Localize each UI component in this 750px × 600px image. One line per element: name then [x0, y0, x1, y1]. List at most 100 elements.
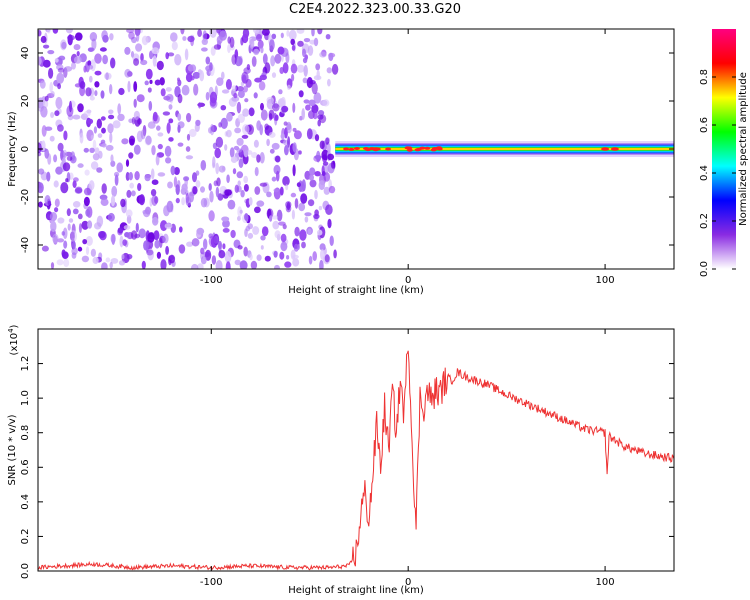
noise-blob	[292, 258, 300, 267]
noise-blob	[197, 29, 203, 37]
noise-blob	[110, 154, 114, 163]
noise-blob	[286, 123, 292, 134]
noise-blob	[181, 197, 186, 206]
noise-blob	[243, 246, 248, 257]
noise-blob	[326, 67, 332, 74]
noise-blob	[192, 172, 197, 183]
signal-hotspot	[601, 147, 610, 151]
noise-blob	[38, 142, 42, 154]
noise-blob	[96, 118, 103, 129]
noise-blob	[71, 62, 76, 70]
noise-blob	[221, 216, 230, 222]
noise-blob	[63, 130, 68, 141]
noise-blob	[105, 257, 111, 263]
noise-blob	[52, 233, 59, 244]
noise-blob	[275, 170, 280, 182]
noise-blob	[208, 210, 215, 222]
y-tick-label: -40	[20, 237, 31, 253]
noise-blob	[107, 123, 114, 134]
noise-blob	[69, 100, 72, 113]
noise-blob	[220, 117, 228, 129]
noise-blob	[262, 53, 268, 65]
noise-blob	[173, 167, 180, 175]
noise-blob	[46, 171, 51, 182]
signal-hotspot	[406, 146, 413, 150]
noise-blob	[258, 81, 266, 91]
noise-blob	[61, 251, 69, 259]
snr-frame	[37, 328, 675, 572]
noise-blob	[180, 29, 185, 35]
noise-blob	[170, 165, 176, 176]
noise-blob	[62, 227, 68, 240]
noise-blob	[168, 137, 174, 142]
noise-blob	[270, 55, 276, 67]
noise-blob	[72, 201, 81, 208]
noise-blob	[209, 123, 215, 136]
noise-blob	[153, 230, 160, 241]
x-tick-label: 100	[596, 577, 615, 588]
noise-blob	[261, 226, 269, 237]
noise-blob	[314, 189, 318, 200]
noise-blob	[285, 52, 290, 64]
x-tick-label: -100	[200, 577, 223, 588]
y-tick-label: 20	[20, 95, 31, 108]
signal-hotspot	[385, 147, 392, 151]
noise-blob	[328, 52, 334, 62]
noise-blob	[131, 117, 136, 125]
noise-blob	[315, 63, 321, 71]
noise-blob	[50, 220, 57, 232]
noise-blob	[175, 197, 180, 204]
noise-blob	[309, 167, 316, 176]
noise-blob	[167, 52, 175, 57]
noise-blob	[269, 39, 275, 51]
noise-blob	[279, 186, 284, 196]
noise-blob	[128, 31, 135, 40]
noise-blob	[290, 38, 296, 46]
noise-blob	[319, 51, 327, 58]
noise-blob	[208, 235, 217, 247]
noise-blob	[279, 251, 285, 260]
noise-blob	[293, 243, 299, 252]
noise-blob	[291, 209, 295, 220]
colorbar-tick-label: 0.0	[699, 261, 710, 277]
noise-blob	[138, 194, 145, 206]
noise-blob	[57, 83, 61, 90]
noise-blob	[276, 209, 283, 222]
noise-blob	[44, 95, 49, 102]
noise-blob	[230, 229, 236, 239]
signal-hotspot	[430, 148, 437, 152]
noise-blob	[251, 56, 257, 67]
noise-blob	[140, 53, 144, 62]
noise-blob	[297, 40, 304, 47]
noise-blob	[226, 129, 232, 138]
noise-blob	[198, 102, 202, 109]
noise-blob	[301, 108, 306, 120]
noise-blob	[307, 228, 312, 236]
noise-blob	[208, 183, 212, 191]
noise-blob	[236, 101, 242, 114]
noise-blob	[121, 254, 125, 260]
x-tick-label: 100	[596, 275, 615, 286]
noise-blob	[291, 44, 296, 51]
noise-blob	[129, 182, 134, 189]
noise-blob	[65, 29, 73, 34]
noise-blob	[317, 110, 325, 116]
noise-blob	[216, 77, 224, 86]
noise-blob	[116, 162, 123, 173]
noise-blob	[133, 81, 138, 92]
colorbar-tick-label: 0.2	[699, 213, 710, 229]
noise-blob	[282, 176, 290, 186]
noise-blob	[249, 253, 253, 261]
noise-blob	[118, 260, 126, 266]
noise-blob	[268, 131, 276, 138]
noise-blob	[222, 228, 230, 233]
noise-blob	[155, 154, 160, 166]
noise-blob	[314, 171, 321, 177]
noise-blob	[84, 169, 90, 176]
noise-blob	[292, 127, 297, 132]
noise-blob	[302, 77, 308, 84]
noise-blob	[225, 261, 231, 269]
noise-blob	[313, 213, 320, 220]
noise-blob	[306, 77, 313, 89]
noise-blob	[248, 197, 253, 206]
